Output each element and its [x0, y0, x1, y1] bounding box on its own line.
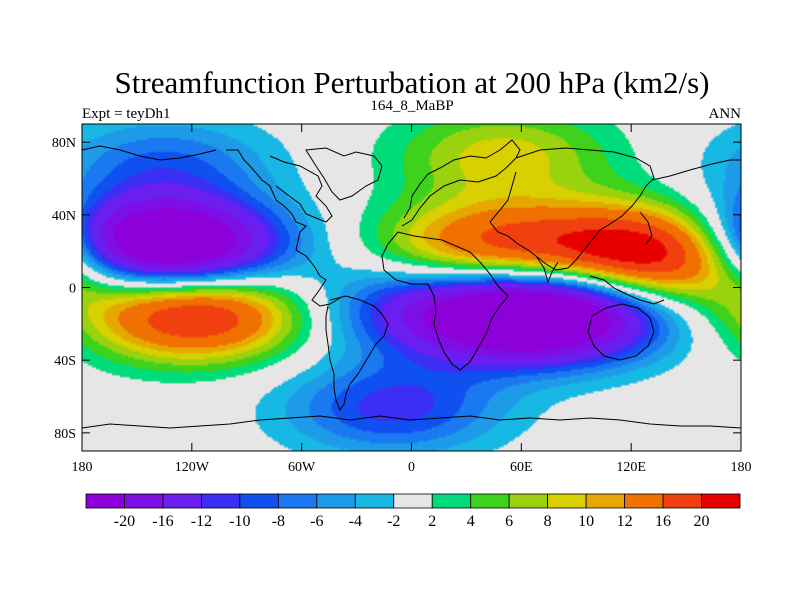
coastlines	[81, 139, 742, 429]
colorbar-label: -16	[152, 513, 173, 530]
colorbar-label: 8	[544, 513, 552, 530]
colorbar-swatch	[162, 493, 202, 509]
x-tick-label: 180	[731, 460, 752, 475]
coast-north-america	[226, 149, 341, 307]
colorbar-swatch	[624, 493, 664, 509]
x-tick-label: 60E	[510, 460, 533, 475]
coast-australia	[587, 303, 655, 361]
colorbar-swatch	[124, 493, 164, 509]
x-tick-label: 60W	[288, 460, 316, 475]
colorbar-label: 12	[617, 513, 633, 530]
coast-india	[535, 255, 559, 284]
coast-south-america	[325, 295, 389, 412]
colorbar-label: -20	[114, 513, 135, 530]
x-tick-label: 120W	[175, 460, 210, 475]
colorbar-swatch	[662, 493, 702, 509]
colorbar-label: -10	[229, 513, 250, 530]
colorbar-label: -4	[349, 513, 362, 530]
coast-canada-arctic	[269, 155, 333, 223]
experiment-label: Expt = teyDh1	[82, 106, 170, 122]
colorbar-swatch	[277, 493, 318, 509]
x-tick-label: 180	[72, 460, 93, 475]
colorbar-swatch	[470, 493, 510, 509]
colorbar-label: 20	[694, 513, 710, 530]
colorbar-label: 16	[655, 513, 671, 530]
map-field	[82, 124, 741, 451]
y-tick-label: 40N	[52, 209, 76, 224]
period-label: 164_8_MaBP	[370, 98, 453, 114]
coast-alaska	[81, 145, 217, 161]
y-axis: 80N 40N 0 40S 80S	[52, 136, 741, 442]
x-tick-label: 0	[408, 460, 415, 475]
season-label: ANN	[709, 106, 742, 122]
colorbar-swatch	[547, 493, 587, 509]
colorbar-label: 2	[428, 513, 436, 530]
colorbar-label: 4	[467, 513, 475, 530]
colorbar-label: -8	[272, 513, 285, 530]
colorbar-swatch	[316, 493, 356, 509]
coast-greenland	[305, 147, 383, 201]
colorbar-swatch	[201, 493, 241, 509]
colorbar-label: -2	[387, 513, 400, 530]
colorbar-label: 6	[505, 513, 513, 530]
colorbar-label: -12	[191, 513, 212, 530]
coast-asia	[489, 147, 655, 271]
y-tick-label: 80N	[52, 136, 76, 151]
coast-east-siberia	[651, 159, 741, 181]
colorbar-swatch	[701, 493, 741, 509]
colorbar-swatch	[354, 493, 395, 509]
plot-title: Streamfunction Perturbation at 200 hPa (…	[115, 65, 710, 100]
y-tick-label: 40S	[54, 354, 76, 369]
coast-maritime	[589, 275, 665, 305]
x-axis: 180 120W 60W 0 60E 120E 180	[72, 124, 752, 475]
colorbar-swatch	[239, 493, 279, 509]
colorbar-swatch	[508, 493, 549, 509]
colorbar-label: -6	[310, 513, 323, 530]
coast-europe-africa	[401, 139, 521, 227]
colorbar-swatch	[85, 493, 125, 509]
colorbar: -20 -16 -12 -10 -8 -6 -4 -2 2 4 6 8 10 12 16 20	[85, 493, 741, 530]
contour-fill	[82, 124, 741, 451]
coast-antarctica	[81, 415, 742, 429]
colorbar-swatch	[431, 493, 472, 509]
x-tick-label: 120E	[616, 460, 646, 475]
coast-japan	[639, 211, 653, 245]
y-tick-label: 80S	[54, 427, 76, 442]
coast-africa	[381, 231, 509, 371]
y-tick-label: 0	[69, 282, 76, 297]
colorbar-label: 10	[578, 513, 594, 530]
colorbar-swatch	[585, 493, 625, 509]
colorbar-swatch	[393, 493, 433, 509]
